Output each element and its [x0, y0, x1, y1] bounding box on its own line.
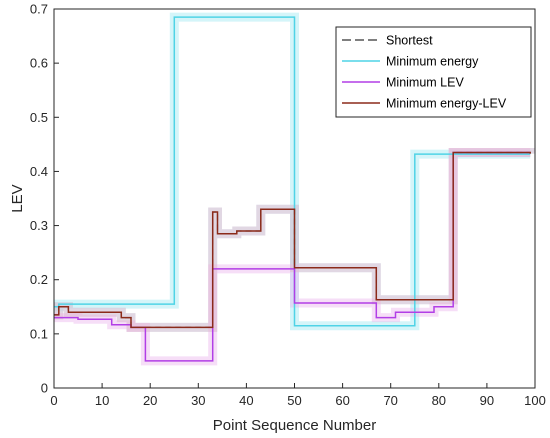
y-tick-label: 0.4 [30, 164, 48, 179]
legend-label: Minimum energy [386, 55, 479, 69]
y-tick-label: 0.3 [30, 218, 48, 233]
x-tick-label: 30 [191, 393, 205, 408]
y-tick-label: 0.2 [30, 272, 48, 287]
y-tick-label: 0.7 [30, 2, 48, 17]
y-tick-label: 0 [41, 381, 48, 396]
legend-label: Minimum LEV [386, 76, 464, 90]
x-tick-label: 100 [524, 393, 546, 408]
series-line-minimum-energy [54, 16, 531, 327]
y-axis-title: LEV [9, 184, 26, 212]
x-axis-title: Point Sequence Number [213, 417, 376, 434]
x-tick-label: 90 [480, 393, 494, 408]
legend-label: Minimum energy-LEV [386, 97, 507, 111]
y-tick-label: 0.5 [30, 110, 48, 125]
series-line-minimum-energy-lev [54, 151, 531, 329]
x-tick-label: 20 [143, 393, 157, 408]
legend-label: Shortest [386, 34, 433, 48]
y-tick-label: 0.1 [30, 326, 48, 341]
x-tick-label: 80 [432, 393, 446, 408]
legend-box [335, 26, 532, 118]
x-tick-label: 10 [95, 393, 109, 408]
x-tick-label: 40 [239, 393, 253, 408]
axis-ticks: 0 10 20 30 40 50 60 70 80 90 100 0 0.1 0.2 0.3 0.4 0.5 0.… [30, 2, 546, 409]
x-tick-label: 50 [287, 393, 301, 408]
legend: Shortest Minimum energy Minimum LEV Minimum… [335, 26, 532, 118]
y-tick-label: 0.6 [30, 56, 48, 71]
x-tick-label: 0 [50, 393, 57, 408]
series-layer [54, 16, 531, 362]
x-tick-label: 70 [383, 393, 397, 408]
x-tick-label: 60 [335, 393, 349, 408]
